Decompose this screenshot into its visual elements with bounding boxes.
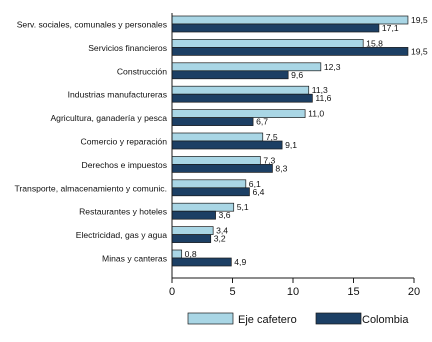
bar-colombia (171, 210, 216, 220)
bar-colombia (171, 93, 313, 103)
value-label: 19,5 (411, 15, 428, 25)
bar-colombia (171, 164, 273, 173)
x-tick-label: 15 (347, 286, 359, 298)
bar-eje-cafetero (171, 249, 183, 259)
bar-colombia (171, 117, 254, 126)
value-label: 11,3 (312, 85, 328, 95)
category-label: Agricultura, ganadería y pesca (50, 113, 167, 123)
bar-colombia (171, 187, 250, 197)
category-label: Electricidad, gas y agua (76, 230, 167, 240)
value-label: 12,3 (324, 62, 341, 72)
value-label: 7,3 (263, 155, 275, 165)
bar-eje-cafetero (171, 39, 364, 48)
bar-eje-cafetero (171, 15, 409, 25)
legend-swatch-colombia (315, 312, 362, 325)
category-label: Comercio y reparación (81, 137, 168, 147)
x-tick-label: 5 (229, 286, 235, 298)
value-label: 6,1 (249, 179, 261, 189)
value-label: 9,6 (291, 70, 303, 80)
legend-swatch-eje-cafetero (187, 312, 234, 325)
bar-eje-cafetero (171, 85, 310, 95)
value-label: 3,2 (214, 234, 226, 244)
value-label: 4,9 (234, 257, 246, 267)
value-label: 11,6 (315, 93, 331, 103)
bar-colombia (171, 140, 283, 150)
category-label: Minas y canteras (102, 254, 167, 264)
value-label: 17,1 (382, 23, 399, 33)
bar-eje-cafetero (171, 226, 214, 235)
bar-colombia (171, 234, 212, 243)
value-label: 15,8 (366, 38, 383, 48)
value-label: 8,3 (275, 163, 287, 173)
category-label: Derechos e impuestos (81, 160, 167, 170)
x-tick-label: 0 (169, 286, 175, 298)
x-tick-label: 10 (287, 286, 299, 298)
legend-label: Eje cafetero (238, 314, 297, 326)
bar-colombia (171, 257, 232, 267)
bar-eje-cafetero (171, 132, 264, 142)
value-label: 6,4 (252, 187, 264, 197)
bar-colombia (171, 47, 409, 56)
category-label: Serv. sociales, comunales y personales (17, 20, 167, 30)
category-label: Restaurantes y hoteles (79, 207, 167, 217)
bar-colombia (171, 23, 380, 33)
value-label: 5,1 (237, 202, 249, 212)
bar-eje-cafetero (171, 179, 247, 189)
value-label: 11,0 (308, 109, 324, 119)
category-label: Industrias manufactureras (68, 90, 167, 100)
value-label: 19,5 (411, 46, 428, 56)
value-label: 6,7 (256, 117, 268, 127)
x-tick-label: 20 (408, 286, 420, 298)
value-label: 0,8 (185, 249, 197, 259)
value-label: 9,1 (285, 140, 297, 150)
legend-label: Colombia (362, 314, 409, 326)
value-label: 3,6 (219, 210, 231, 220)
value-label: 3,4 (216, 226, 228, 236)
category-label: Construcción (117, 66, 167, 76)
category-label: Servicios financieros (88, 43, 167, 53)
bar-eje-cafetero (171, 156, 261, 165)
category-label: Transporte, almacenamiento y comunic. (14, 183, 167, 193)
bar-eje-cafetero (171, 109, 306, 118)
bar-colombia (171, 70, 289, 80)
value-label: 7,5 (266, 132, 278, 142)
